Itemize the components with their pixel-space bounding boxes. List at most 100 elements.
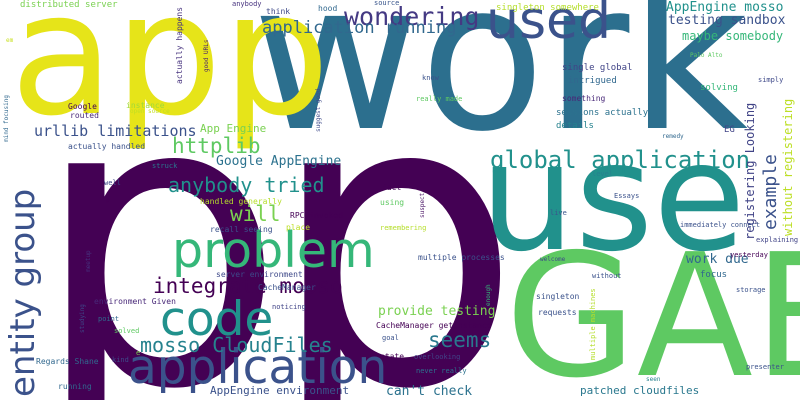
word-em: em bbox=[6, 37, 14, 44]
word-meetup: meetup bbox=[85, 250, 92, 272]
word-point: point bbox=[98, 315, 120, 323]
word-kind: kind bbox=[112, 356, 129, 364]
word-provide-testing: provide testing bbox=[378, 304, 496, 319]
word-cachemanager: CacheManager bbox=[258, 283, 316, 292]
word-explaining: explaining bbox=[756, 236, 799, 244]
word-p-small: p bbox=[106, 197, 110, 204]
word-details: details bbox=[556, 121, 594, 131]
word-singleton-somewhere: singleton somewhere bbox=[496, 3, 599, 13]
word-will: will bbox=[230, 202, 281, 226]
word-welcome: welcome bbox=[540, 256, 566, 263]
word-seen: seen bbox=[646, 376, 661, 383]
word-mind-focusing: mind focusing bbox=[3, 95, 10, 142]
word-remembering: remembering bbox=[380, 224, 427, 232]
word-goal: goal bbox=[382, 334, 399, 342]
word-use: use bbox=[480, 111, 746, 285]
word-simply: simply bbox=[758, 76, 784, 84]
word-work: work bbox=[252, 0, 749, 177]
word-well: well bbox=[104, 179, 121, 187]
word-enough: enough bbox=[485, 284, 492, 306]
word-intrigued: intrigued bbox=[568, 76, 617, 86]
word-cachemanager-getinstance: CacheManager getInstance bbox=[376, 321, 492, 330]
word-using: using bbox=[380, 198, 405, 207]
word-application-running: application running bbox=[262, 18, 457, 38]
word-focus: focus bbox=[700, 270, 728, 280]
word-presenter: presenter bbox=[746, 363, 784, 371]
word-used: used bbox=[486, 0, 612, 51]
word-regards-shane: Regards Shane bbox=[36, 357, 99, 366]
word-code: code bbox=[160, 292, 274, 347]
word-struck: struck bbox=[152, 162, 178, 170]
word-open-source: open source bbox=[130, 108, 170, 115]
word-running: running bbox=[58, 382, 92, 391]
word-appengine-environment: AppEngine environment bbox=[210, 384, 350, 397]
word-remedy: remedy bbox=[662, 133, 684, 140]
word-p1: p bbox=[32, 12, 286, 400]
word-good-urls: good URLs bbox=[203, 39, 210, 72]
word-multiple-processes: multiple processes bbox=[418, 253, 505, 262]
word-global-application: global application bbox=[490, 146, 751, 174]
word-anybody-tried: anybody tried bbox=[168, 173, 325, 197]
word-essays: Essays bbox=[614, 192, 640, 200]
word-handled-generally: handled generally bbox=[200, 197, 282, 206]
word-solved: solved bbox=[114, 327, 140, 335]
word-testing-sandbox: testing sandbox bbox=[668, 13, 786, 28]
word-server-environment: server environment bbox=[216, 270, 303, 279]
word-yesterday: yesterday bbox=[730, 251, 768, 259]
word-hood: hood bbox=[318, 4, 338, 13]
word-single-global: single global bbox=[562, 63, 633, 73]
word-google-appengine: Google AppEngine bbox=[216, 154, 342, 169]
word-without: without bbox=[592, 272, 622, 280]
word-solving: solving bbox=[700, 83, 738, 93]
word-app-engine: App Engine bbox=[200, 122, 267, 135]
word-distributed-server: distributed server bbox=[20, 0, 118, 10]
word-requests: requests bbox=[538, 308, 577, 317]
word-example: example bbox=[760, 154, 781, 230]
word-entity-group: entity group bbox=[3, 188, 43, 397]
word-environment-given: environment Given bbox=[94, 297, 176, 306]
word-problem: problem bbox=[172, 222, 375, 279]
word-never-really: never really bbox=[416, 367, 467, 375]
word-know: know bbox=[422, 74, 439, 82]
word-state: state bbox=[380, 352, 405, 361]
word-anybody: anybody bbox=[232, 0, 262, 8]
word-immediately-connect: immediately connect bbox=[680, 221, 761, 229]
word-eg: EG bbox=[724, 125, 735, 135]
word-singleton: singleton bbox=[536, 292, 580, 301]
word-recall-seeing: recall seeing bbox=[210, 225, 273, 234]
word-sessions-actually: sessions actually bbox=[556, 108, 649, 118]
word-studying: studying bbox=[79, 304, 86, 333]
word-instance: instance bbox=[126, 101, 165, 110]
word-actually-handled: actually handled bbox=[68, 142, 146, 151]
word-application: application bbox=[128, 340, 388, 395]
word-gae: GAE bbox=[505, 218, 800, 400]
word-google: Google bbox=[68, 102, 97, 111]
word-p2: p bbox=[268, 12, 522, 400]
word-rpc-invoked: RPC invoked bbox=[290, 211, 343, 220]
word-fact: fact bbox=[382, 183, 402, 192]
word-overlooking: overlooking bbox=[414, 353, 461, 361]
word-appengine-mosso: AppEngine mosso bbox=[666, 0, 784, 15]
word-integrate-mosso: integrate mosso bbox=[153, 274, 343, 298]
word-seems: seems bbox=[428, 328, 492, 352]
word-suspect: suspect bbox=[419, 192, 426, 218]
word-maybe-somebody: maybe somebody bbox=[682, 29, 784, 43]
word-patched-cloudfiles: patched cloudfiles bbox=[580, 384, 700, 397]
word-actually-happens: actually happens bbox=[175, 6, 184, 84]
word-cant-check: can't check bbox=[386, 384, 473, 399]
word-noticing: noticing bbox=[272, 303, 306, 311]
word-app: app bbox=[10, 0, 330, 154]
word-palo-alto: Palo Alto bbox=[690, 52, 723, 59]
word-think: think bbox=[266, 7, 291, 16]
word-work-due: work due bbox=[686, 252, 749, 267]
word-something: something bbox=[562, 94, 606, 103]
word-mosso-cloudfiles: mosso CloudFiles bbox=[140, 333, 333, 357]
word-routed: routed bbox=[70, 111, 99, 120]
word-multiple-machines: multiple machines bbox=[589, 288, 597, 360]
word-suggest-good: suggest good bbox=[315, 88, 322, 132]
word-wondering: wondering bbox=[344, 2, 480, 31]
word-storage: storage bbox=[736, 286, 766, 294]
word-urllib-limitations: urllib limitations bbox=[34, 122, 197, 140]
word-without-registering: without registering bbox=[781, 98, 795, 236]
